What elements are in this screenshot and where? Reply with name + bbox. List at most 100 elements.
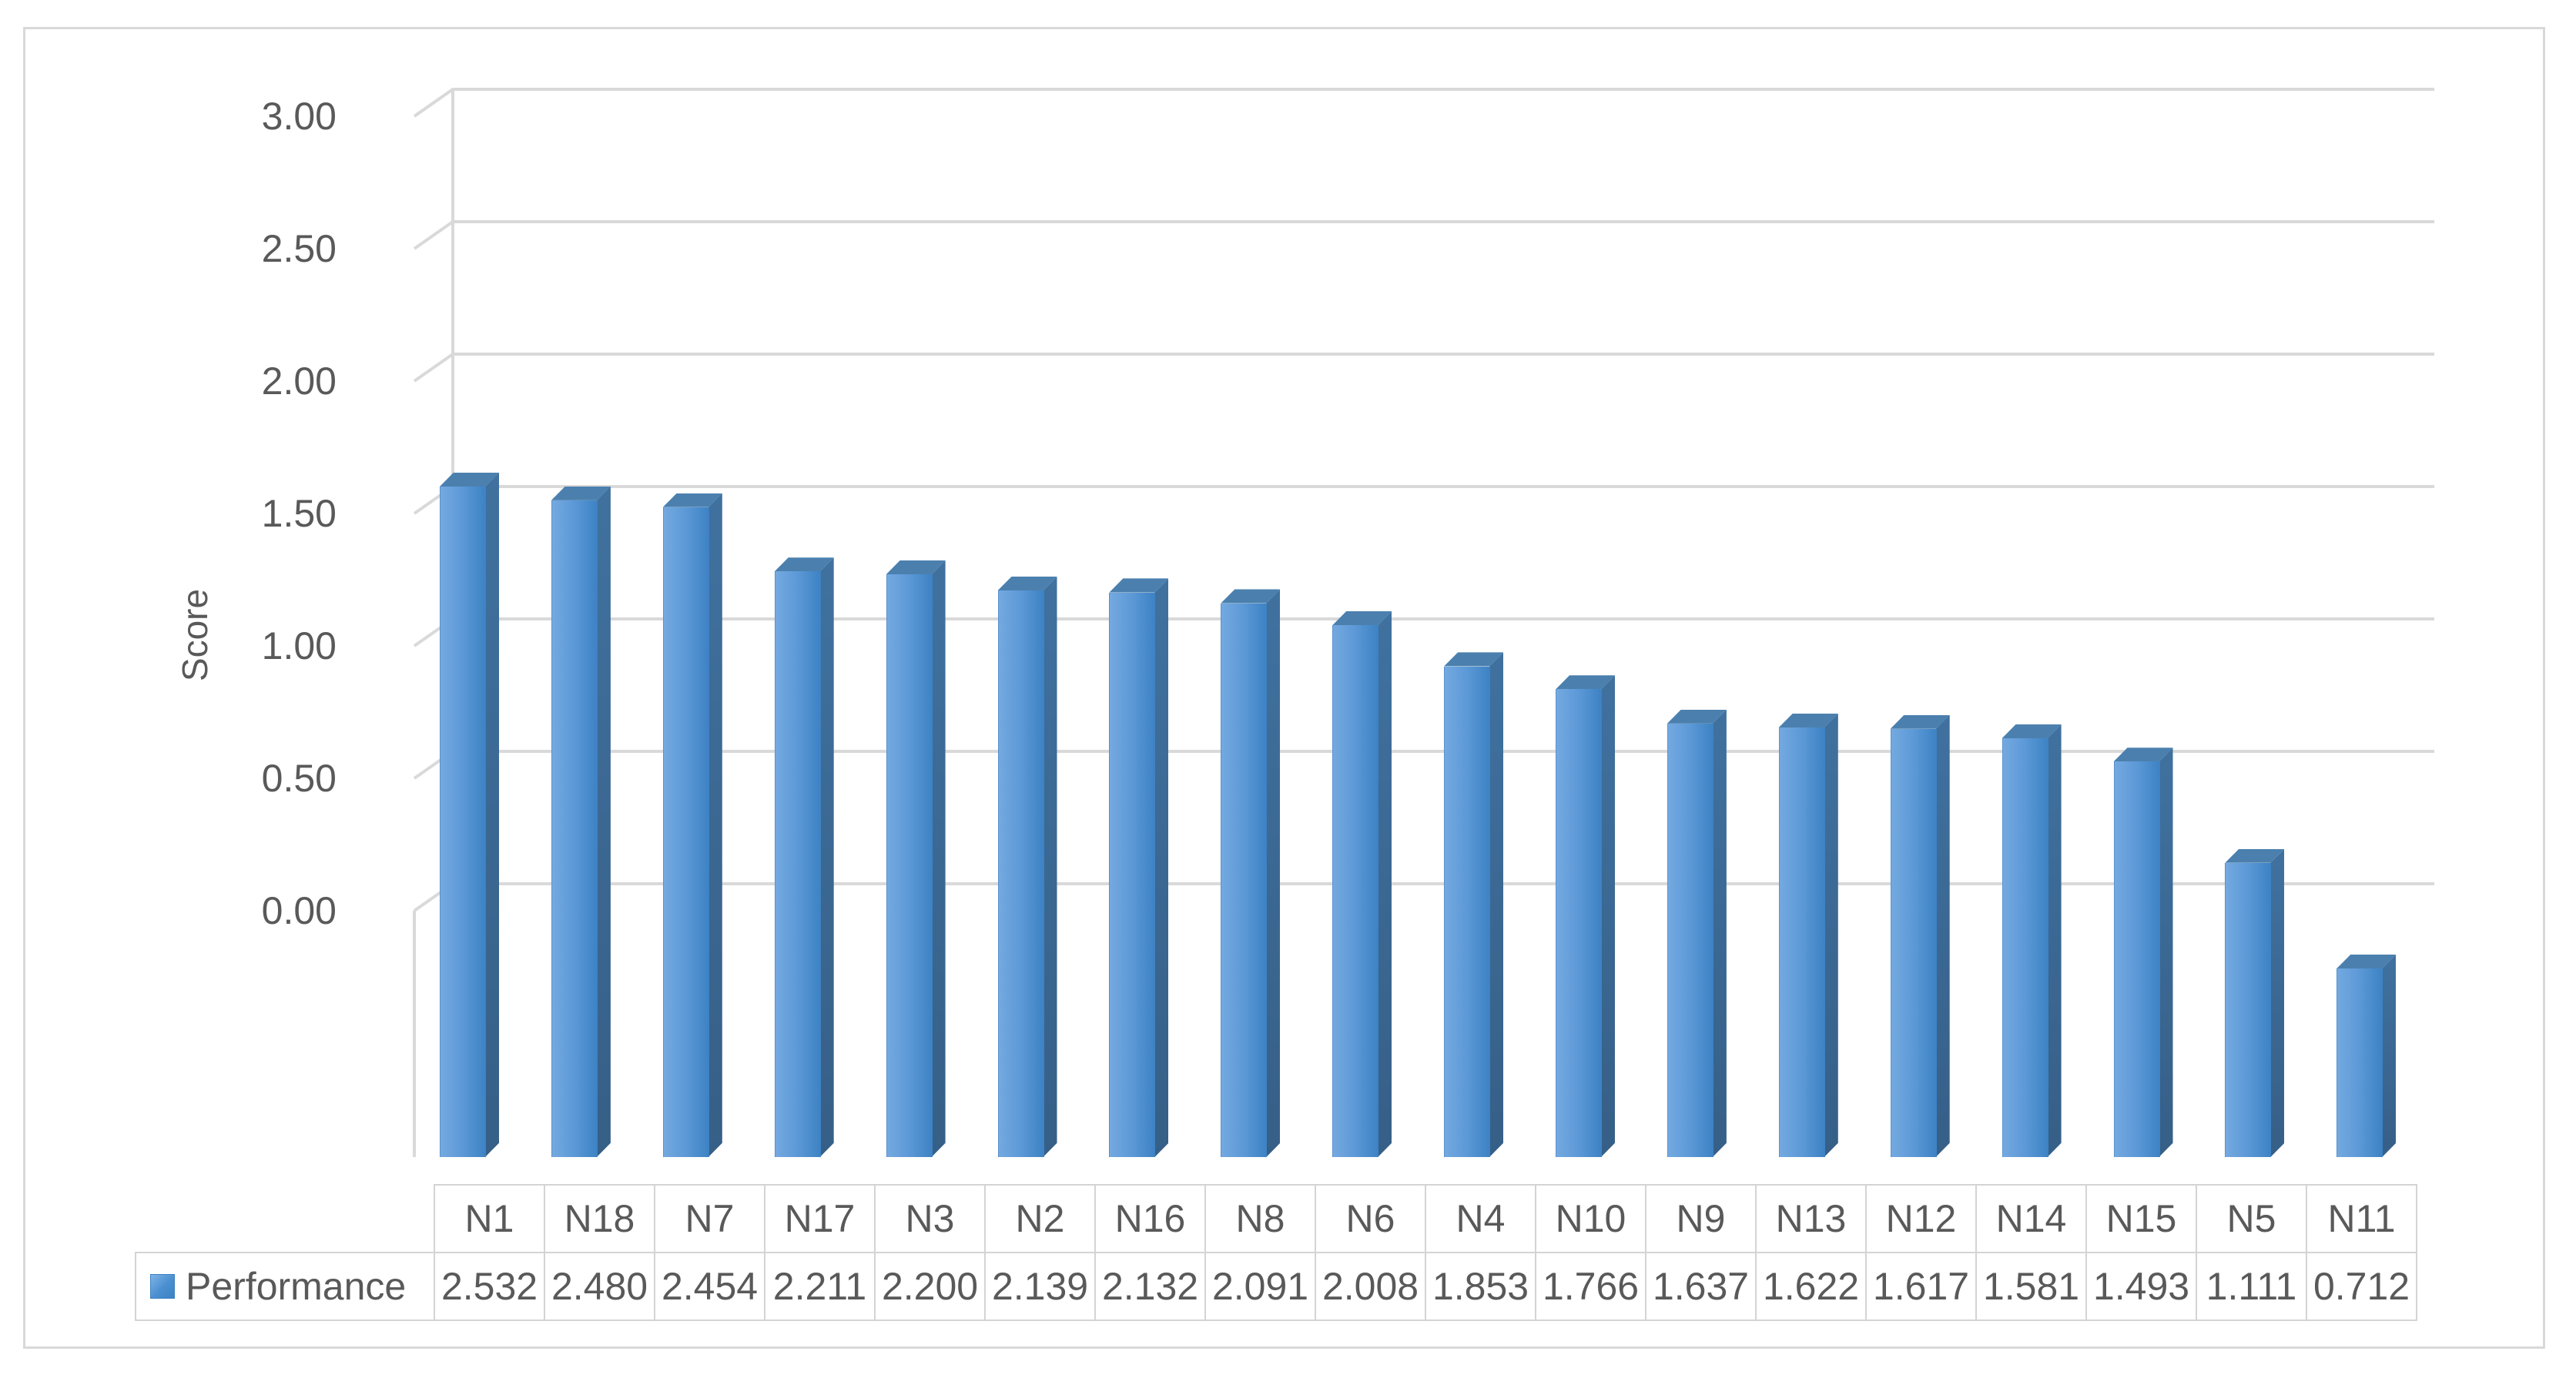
table-category-cell: N15 xyxy=(2085,1184,2197,1253)
bar-top-face xyxy=(440,473,499,487)
bar-front-face xyxy=(886,574,933,1157)
y-tick-label-3.00: 3.00 xyxy=(261,95,337,138)
table-category-cell: N4 xyxy=(1425,1184,1536,1253)
bar-top-face xyxy=(1109,578,1168,592)
bar-N14[interactable] xyxy=(2002,29,2062,1351)
table-row-categories: N1 N18 N7 N17 N3 N2 N16 N8 N6 N4 N10 N9 N13 N12 N14 N15… xyxy=(136,1184,2417,1253)
bar-side-face xyxy=(820,557,834,1157)
bar-top-face xyxy=(1667,710,1727,724)
bar-front-face xyxy=(997,590,1044,1157)
table-category-cell: N7 xyxy=(654,1184,765,1253)
bar-front-face xyxy=(1778,727,1825,1157)
bar-N17[interactable] xyxy=(774,29,834,1351)
bar-side-face xyxy=(1713,710,1727,1157)
table-value-cell: 2.139 xyxy=(984,1252,1096,1321)
table-value-cell: 1.766 xyxy=(1535,1252,1646,1321)
bar-top-face xyxy=(1556,675,1615,689)
bar-front-face xyxy=(551,500,598,1157)
bar-N7[interactable] xyxy=(662,29,722,1351)
bar-front-face xyxy=(1890,728,1937,1157)
table-category-cell: N18 xyxy=(544,1184,655,1253)
bar-N1[interactable] xyxy=(440,29,499,1351)
bar-side-face xyxy=(2270,849,2284,1157)
bar-N16[interactable] xyxy=(1109,29,1168,1351)
table-value-cell: 2.454 xyxy=(654,1252,765,1321)
bar-N12[interactable] xyxy=(1890,29,1950,1351)
table-value-cell: 2.200 xyxy=(874,1252,986,1321)
bar-top-face xyxy=(2002,724,2062,738)
table-category-cell: N8 xyxy=(1204,1184,1316,1253)
table-category-cell: N17 xyxy=(764,1184,876,1253)
bar-side-face xyxy=(485,473,499,1157)
bar-side-face xyxy=(2048,724,2062,1157)
table-category-cell: N5 xyxy=(2196,1184,2307,1253)
bar-front-face xyxy=(662,507,709,1157)
table-value-cell: 1.111 xyxy=(2196,1252,2307,1321)
bar-N6[interactable] xyxy=(1332,29,1392,1351)
bar-top-face xyxy=(1891,715,1950,729)
bar-N9[interactable] xyxy=(1667,29,1727,1351)
y-tick-label-1.00: 1.00 xyxy=(261,624,337,667)
bar-N3[interactable] xyxy=(886,29,946,1351)
table-value-cell: 2.091 xyxy=(1204,1252,1316,1321)
legend-series-label: Performance xyxy=(186,1265,407,1308)
bar-top-face xyxy=(886,560,946,574)
bar-front-face xyxy=(2002,738,2048,1157)
table-value-cell: 1.581 xyxy=(1975,1252,2087,1321)
bar-top-face xyxy=(1221,589,1280,603)
table-category-cell: N6 xyxy=(1315,1184,1426,1253)
table-category-cell: N16 xyxy=(1094,1184,1206,1253)
table-value-cell: 1.493 xyxy=(2085,1252,2197,1321)
table-category-cell: N12 xyxy=(1865,1184,1977,1253)
table-value-cell: 1.622 xyxy=(1755,1252,1867,1321)
bar-N5[interactable] xyxy=(2225,29,2284,1351)
table-value-cell: 2.532 xyxy=(434,1252,545,1321)
bar-side-face xyxy=(1266,589,1280,1157)
data-table: N1 N18 N7 N17 N3 N2 N16 N8 N6 N4 N10 N9 N13 N12 N14 N15… xyxy=(135,1184,2417,1321)
bar-side-face xyxy=(2159,748,2173,1157)
bar-N11[interactable] xyxy=(2336,29,2396,1351)
y-tick-label-0.00: 0.00 xyxy=(261,889,337,932)
y-tick-label-2.50: 2.50 xyxy=(261,227,337,270)
table-row-values: Performance 2.532 2.480 2.454 2.211 2.200 2.1… xyxy=(135,1252,2417,1321)
bars-layer xyxy=(25,29,2548,1351)
bar-front-face xyxy=(1667,723,1713,1157)
bar-N18[interactable] xyxy=(551,29,611,1351)
table-category-cell: N2 xyxy=(984,1184,1096,1253)
bar-N10[interactable] xyxy=(1556,29,1615,1351)
bar-top-face xyxy=(2114,748,2173,761)
bar-top-face xyxy=(2336,955,2396,968)
bar-side-face xyxy=(2382,955,2396,1157)
bar-top-face xyxy=(1444,652,1503,666)
bar-top-face xyxy=(1332,611,1392,625)
bar-side-face xyxy=(1824,714,1838,1157)
bar-side-face xyxy=(932,560,946,1157)
table-category-cell: N1 xyxy=(434,1184,545,1253)
bar-top-face xyxy=(1779,714,1838,727)
table-value-cell: 2.480 xyxy=(544,1252,655,1321)
bar-front-face xyxy=(1109,592,1156,1157)
bar-top-face xyxy=(998,577,1057,590)
bar-N15[interactable] xyxy=(2113,29,2173,1351)
bar-front-face xyxy=(1444,666,1491,1157)
table-category-cell: N14 xyxy=(1975,1184,2087,1253)
bar-N8[interactable] xyxy=(1221,29,1280,1351)
bar-side-face xyxy=(708,493,722,1157)
bar-side-face xyxy=(1489,652,1503,1157)
chart-frame: 3.00 2.50 2.00 1.50 1.00 0.50 0.00 Score… xyxy=(23,27,2545,1349)
bar-side-face xyxy=(597,487,611,1157)
bar-N4[interactable] xyxy=(1444,29,1503,1351)
y-tick-label-2.00: 2.00 xyxy=(261,360,337,403)
bar-side-face xyxy=(1936,715,1950,1157)
legend-cell[interactable]: Performance xyxy=(135,1252,435,1321)
bar-front-face xyxy=(774,571,821,1157)
table-value-cell: 2.132 xyxy=(1094,1252,1206,1321)
bar-front-face xyxy=(1556,689,1602,1157)
bar-side-face xyxy=(1154,578,1168,1157)
bar-top-face xyxy=(2225,849,2284,863)
bar-N2[interactable] xyxy=(997,29,1057,1351)
bar-N13[interactable] xyxy=(1778,29,1838,1351)
bar-side-face xyxy=(1601,675,1615,1157)
table-value-cell: 1.617 xyxy=(1865,1252,1977,1321)
bar-front-face xyxy=(440,486,486,1157)
